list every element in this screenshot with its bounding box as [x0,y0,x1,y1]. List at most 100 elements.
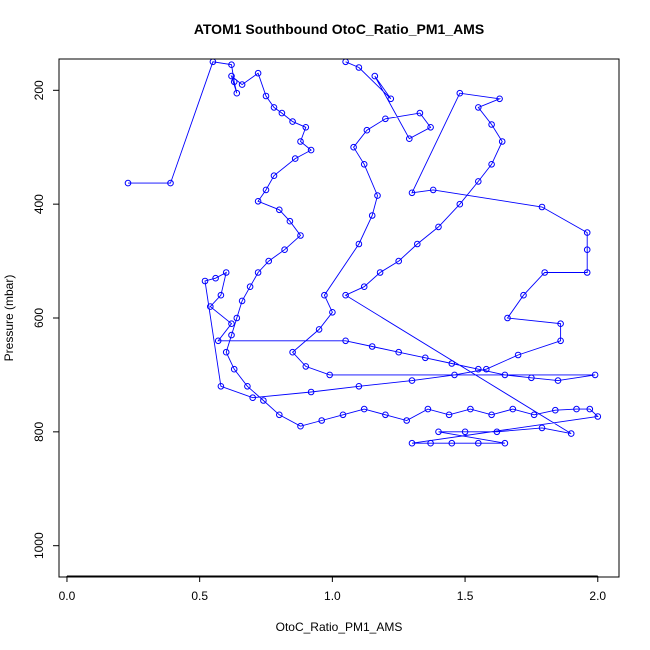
data-point [276,206,283,214]
data-point [262,92,270,100]
data-point [207,303,214,310]
data-point [387,95,395,103]
data-point [538,424,546,432]
data-point [265,257,273,265]
data-point [557,337,564,345]
data-point [591,371,599,379]
data-point [326,371,334,379]
data-point [228,320,235,328]
y-tick-label: 1000 [32,532,46,559]
data-point [467,405,474,413]
data-point [429,186,437,194]
data-point [291,155,299,162]
data-point [408,189,416,197]
data-point [302,363,310,370]
data-point [374,192,381,199]
data-point [475,178,482,185]
data-point [371,72,379,80]
x-axis-label: OtoC_Ratio_PM1_AMS [276,620,403,634]
data-point [488,411,495,419]
data-point [244,383,251,390]
data-point [483,365,490,373]
data-point [586,405,594,413]
data-point [230,78,238,86]
data-point [217,291,225,299]
data-point [342,337,349,345]
data-point [289,118,296,125]
data-point [249,394,256,402]
data-point [406,135,413,142]
data-point [456,89,464,97]
data-point [414,240,421,248]
data-point [222,348,230,356]
x-axis: 0.0 0.5 1.0 1.5 2.0 [59,575,606,603]
data-point [514,351,522,359]
data-point [368,343,376,350]
data-point [424,405,432,413]
data-point [427,124,434,131]
y-tick-label: 200 [32,80,46,100]
data-point [228,61,235,68]
data-point [583,229,591,236]
data-point [276,411,283,419]
data-point [297,232,304,239]
data-point [448,439,456,447]
data-point [501,439,509,447]
data-point [318,417,326,424]
data-point [552,406,559,414]
data-point [281,246,288,253]
data-point [228,331,235,339]
y-axis: 200 400 600 800 1000 [32,80,60,559]
data-point [445,411,453,419]
data-point [382,115,389,123]
data-point [488,121,495,128]
data-point [554,377,562,384]
data-point [315,326,323,333]
data-point [520,291,527,299]
x-tick-label: 1.5 [457,589,474,603]
data-point [538,203,546,211]
data-point [233,314,241,322]
data-point [321,291,328,299]
data-point [167,179,174,187]
data-point [376,269,384,276]
y-tick-label: 400 [32,194,46,214]
data-point [403,417,411,424]
data-point [230,365,238,373]
data-point [329,309,336,316]
data-point [416,109,424,117]
data-point [350,143,357,151]
data-point [238,297,246,305]
data-point [557,320,564,328]
x-tick-label: 1.0 [324,589,341,603]
data-point [342,291,349,299]
data-point [297,138,304,145]
data-point [355,64,363,71]
data-point [270,172,278,179]
data-point [395,257,403,265]
data-point [222,269,230,276]
data-point [217,383,225,390]
data-point [504,314,511,322]
data-point [302,124,310,131]
data-point [395,348,403,356]
y-axis-label: Pressure (mbar) [2,275,16,362]
data-point [435,223,442,231]
data-point [435,428,442,436]
data-point [360,283,368,291]
data-point [214,337,222,345]
x-tick-label: 0.0 [59,589,76,603]
data-point [583,269,591,276]
data-point [427,439,434,447]
data-point [360,161,368,168]
data-point [254,198,262,205]
y-tick-label: 600 [32,308,46,328]
y-tick-label: 800 [32,422,46,442]
data-point [541,269,549,276]
data-point [408,439,416,447]
data-point [382,411,389,419]
data-point [496,95,503,103]
data-point [238,81,246,88]
